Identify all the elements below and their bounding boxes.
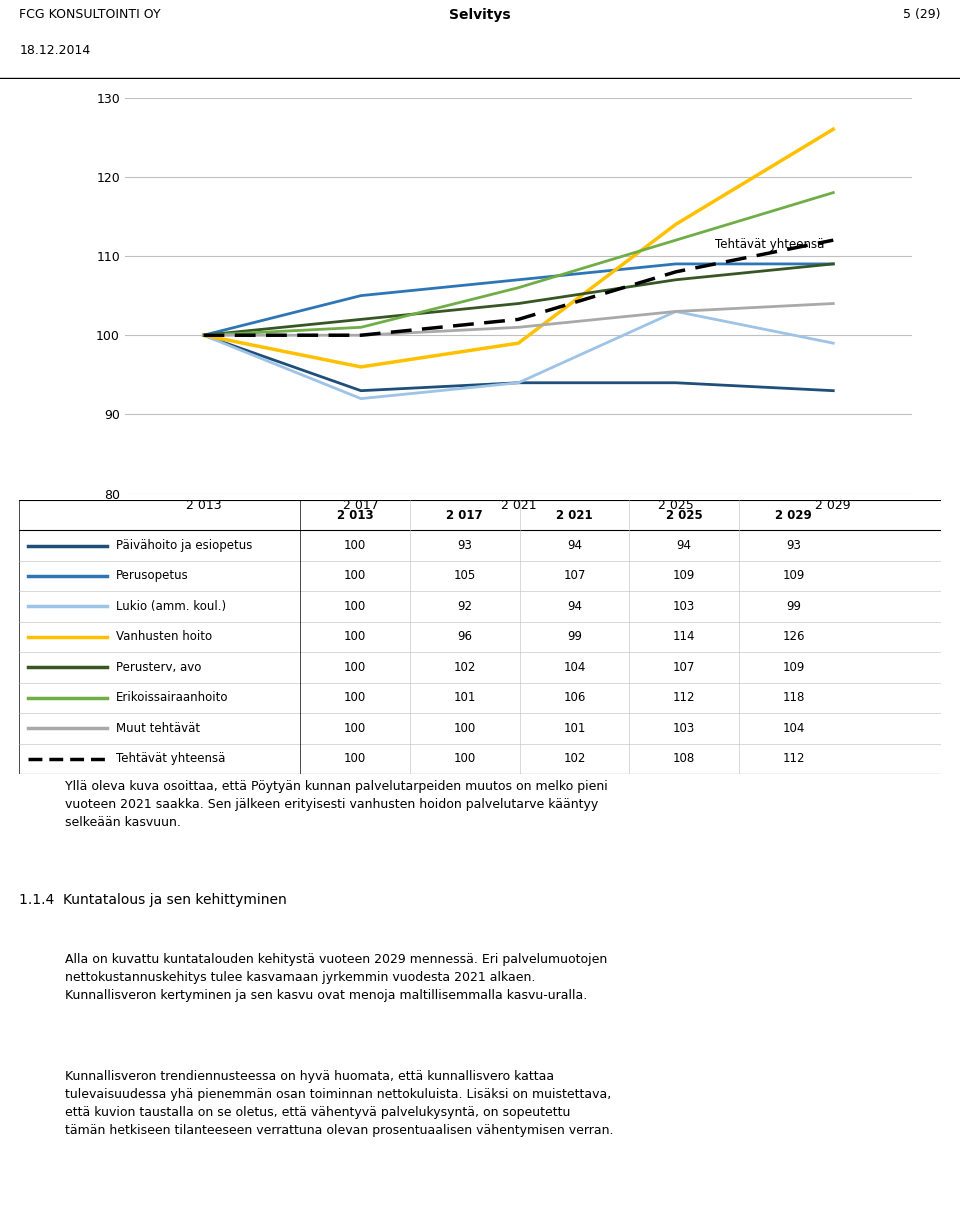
Text: 94: 94	[567, 539, 582, 552]
Text: 109: 109	[673, 569, 695, 583]
Text: 118: 118	[782, 691, 805, 705]
Text: Alla on kuvattu kuntatalouden kehitystä vuoteen 2029 mennessä. Eri palvelumuotoj: Alla on kuvattu kuntatalouden kehitystä …	[65, 953, 608, 1002]
Text: 18.12.2014: 18.12.2014	[19, 44, 90, 56]
Text: 126: 126	[782, 630, 805, 644]
Text: 109: 109	[782, 569, 805, 583]
Text: 94: 94	[677, 539, 691, 552]
Text: Selvitys: Selvitys	[449, 7, 511, 22]
Text: Kunnallisveron trendiennusteessa on hyvä huomata, että kunnallisvero kattaa
tule: Kunnallisveron trendiennusteessa on hyvä…	[65, 1069, 613, 1136]
Text: Päivähoito ja esiopetus: Päivähoito ja esiopetus	[116, 539, 252, 552]
Text: 112: 112	[673, 691, 695, 705]
Text: 100: 100	[454, 752, 476, 766]
Text: 103: 103	[673, 722, 695, 735]
Text: Perusterv, avo: Perusterv, avo	[116, 661, 202, 674]
Text: 109: 109	[782, 661, 805, 674]
Text: 100: 100	[344, 722, 367, 735]
Text: 101: 101	[564, 722, 586, 735]
Text: 99: 99	[786, 600, 802, 613]
Text: 5 (29): 5 (29)	[903, 7, 941, 21]
Text: 1.1.4  Kuntatalous ja sen kehittyminen: 1.1.4 Kuntatalous ja sen kehittyminen	[19, 894, 287, 907]
Text: 92: 92	[457, 600, 472, 613]
Text: 2 013: 2 013	[337, 508, 373, 522]
Text: 100: 100	[344, 539, 367, 552]
Text: 93: 93	[457, 539, 472, 552]
Text: FCG KONSULTOINTI OY: FCG KONSULTOINTI OY	[19, 7, 161, 21]
Text: 100: 100	[344, 691, 367, 705]
Text: 100: 100	[454, 722, 476, 735]
Text: Yllä oleva kuva osoittaa, että Pöytyän kunnan palvelutarpeiden muutos on melko p: Yllä oleva kuva osoittaa, että Pöytyän k…	[65, 780, 608, 829]
Text: 2 017: 2 017	[446, 508, 483, 522]
Text: 93: 93	[786, 539, 802, 552]
Text: 100: 100	[344, 630, 367, 644]
Text: Tehtävät yhteensä: Tehtävät yhteensä	[715, 238, 825, 251]
Text: Erikoissairaanhoito: Erikoissairaanhoito	[116, 691, 228, 705]
Text: 103: 103	[673, 600, 695, 613]
Text: 102: 102	[454, 661, 476, 674]
Text: Vanhusten hoito: Vanhusten hoito	[116, 630, 212, 644]
Text: Tehtävät yhteensä: Tehtävät yhteensä	[116, 752, 226, 766]
Text: 2 025: 2 025	[665, 508, 703, 522]
Text: 104: 104	[782, 722, 805, 735]
Text: 100: 100	[344, 661, 367, 674]
Text: 102: 102	[564, 752, 586, 766]
Text: 100: 100	[344, 752, 367, 766]
Text: 114: 114	[673, 630, 695, 644]
Text: 96: 96	[457, 630, 472, 644]
Text: 2 029: 2 029	[776, 508, 812, 522]
Text: 100: 100	[344, 569, 367, 583]
Text: 101: 101	[454, 691, 476, 705]
Text: 104: 104	[564, 661, 586, 674]
Text: 107: 107	[564, 569, 586, 583]
Text: 112: 112	[782, 752, 805, 766]
Text: 99: 99	[567, 630, 582, 644]
Text: Muut tehtävät: Muut tehtävät	[116, 722, 200, 735]
Text: 108: 108	[673, 752, 695, 766]
Text: 105: 105	[454, 569, 476, 583]
Text: Perusopetus: Perusopetus	[116, 569, 189, 583]
Text: 107: 107	[673, 661, 695, 674]
Text: 106: 106	[564, 691, 586, 705]
Text: Lukio (amm. koul.): Lukio (amm. koul.)	[116, 600, 227, 613]
Text: 94: 94	[567, 600, 582, 613]
Text: 100: 100	[344, 600, 367, 613]
Text: 2 021: 2 021	[556, 508, 592, 522]
